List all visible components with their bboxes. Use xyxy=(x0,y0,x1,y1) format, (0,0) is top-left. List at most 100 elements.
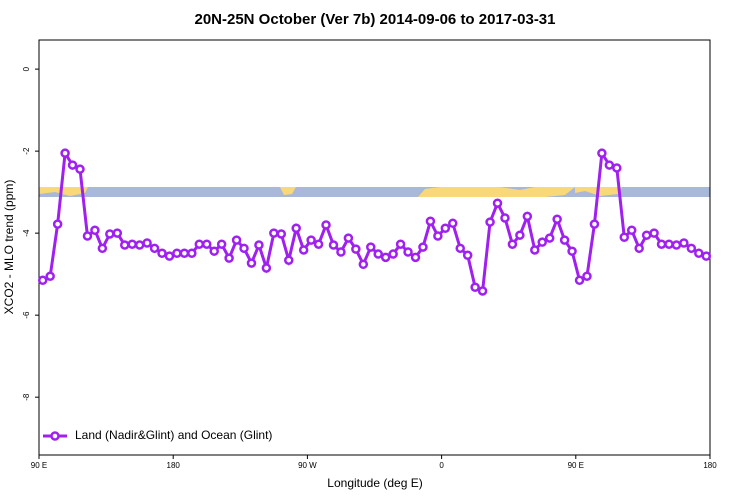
data-point xyxy=(380,252,391,263)
data-point xyxy=(537,237,547,247)
data-point xyxy=(515,230,525,240)
data-point xyxy=(492,198,503,208)
x-tick-label: 90 E xyxy=(31,461,47,470)
land-patch xyxy=(280,187,296,195)
y-tick-label: -6 xyxy=(22,311,31,319)
data-point xyxy=(276,229,287,239)
data-point xyxy=(701,251,712,261)
data-point xyxy=(284,255,294,265)
data-point xyxy=(45,271,55,281)
data-point xyxy=(127,239,137,249)
data-point xyxy=(194,239,205,249)
data-point xyxy=(597,148,607,158)
data-point xyxy=(641,230,652,240)
data-point xyxy=(336,247,346,257)
data-point xyxy=(574,275,585,286)
data-point xyxy=(231,235,242,245)
land-patch xyxy=(418,187,575,197)
chart-title: 20N-25N October (Ver 7b) 2014-09-06 to 2… xyxy=(194,11,555,28)
legend-label: Land (Nadir&Glint) and Ocean (Glint) xyxy=(75,428,272,442)
x-tick-label: 180 xyxy=(167,461,181,470)
data-point xyxy=(619,232,630,242)
land-patch xyxy=(39,187,88,196)
data-point xyxy=(358,259,369,270)
data-point xyxy=(544,233,555,243)
data-point xyxy=(60,148,70,158)
data-point xyxy=(552,214,562,224)
legend-swatch-point xyxy=(50,431,60,441)
data-point xyxy=(694,248,704,258)
data-point xyxy=(224,253,234,263)
data-point xyxy=(626,225,637,236)
data-point xyxy=(298,245,309,255)
data-point xyxy=(410,252,421,263)
data-point xyxy=(254,240,264,250)
data-point xyxy=(149,243,160,254)
data-point xyxy=(604,160,615,170)
y-tick-label: -8 xyxy=(22,393,31,401)
x-axis-label: Longitude (deg E) xyxy=(327,476,422,490)
plot-frame xyxy=(38,39,711,456)
data-point xyxy=(612,163,622,173)
data-point xyxy=(634,243,644,254)
data-point xyxy=(67,160,78,170)
data-point xyxy=(306,235,316,245)
x-tick-label: 0 xyxy=(439,461,444,470)
data-point xyxy=(82,231,93,241)
data-point xyxy=(313,239,324,249)
data-point xyxy=(112,228,123,238)
data-point xyxy=(239,243,249,254)
data-point xyxy=(440,223,451,233)
y-tick-label: -4 xyxy=(22,229,31,237)
data-point xyxy=(172,248,182,258)
data-point xyxy=(559,235,570,245)
data-point xyxy=(52,219,63,229)
y-tick-label: -2 xyxy=(22,147,31,155)
data-point xyxy=(686,243,697,254)
data-point xyxy=(507,239,518,249)
data-point xyxy=(679,238,689,248)
data-point xyxy=(530,245,540,255)
data-line xyxy=(42,148,707,294)
data-point xyxy=(418,242,428,252)
data-point xyxy=(425,216,436,227)
data-point xyxy=(216,239,227,249)
data-point xyxy=(202,239,212,249)
data-point xyxy=(522,211,533,222)
data-point xyxy=(373,249,383,259)
y-tick-label: 0 xyxy=(22,66,31,71)
data-point xyxy=(462,250,473,261)
data-point xyxy=(90,225,100,236)
data-point xyxy=(187,248,197,258)
data-point xyxy=(448,218,458,229)
x-tick-label: 90 W xyxy=(298,461,317,470)
data-point xyxy=(351,244,361,254)
data-point xyxy=(455,243,465,254)
data-point xyxy=(589,219,600,229)
y-axis-label: XCO2 - MLO trend (ppm) xyxy=(2,180,16,315)
data-point xyxy=(119,240,130,250)
data-point xyxy=(142,238,152,248)
data-point xyxy=(105,229,115,239)
data-point xyxy=(291,223,301,233)
data-point xyxy=(246,258,257,268)
data-point xyxy=(209,246,219,256)
data-point xyxy=(261,263,272,273)
data-point xyxy=(403,247,413,257)
data-point xyxy=(328,240,339,250)
data-point xyxy=(75,164,85,174)
data-point xyxy=(269,228,279,238)
data-point xyxy=(671,240,682,250)
map-band xyxy=(39,187,710,197)
data-point xyxy=(656,239,667,249)
data-point xyxy=(500,213,510,223)
data-point xyxy=(366,242,376,252)
data-point xyxy=(37,275,48,286)
x-tick-label: 90 E xyxy=(568,461,584,470)
data-point xyxy=(164,251,175,261)
data-point xyxy=(134,240,145,250)
data-point xyxy=(477,286,488,296)
data-point xyxy=(567,246,577,256)
data-point xyxy=(649,228,659,238)
